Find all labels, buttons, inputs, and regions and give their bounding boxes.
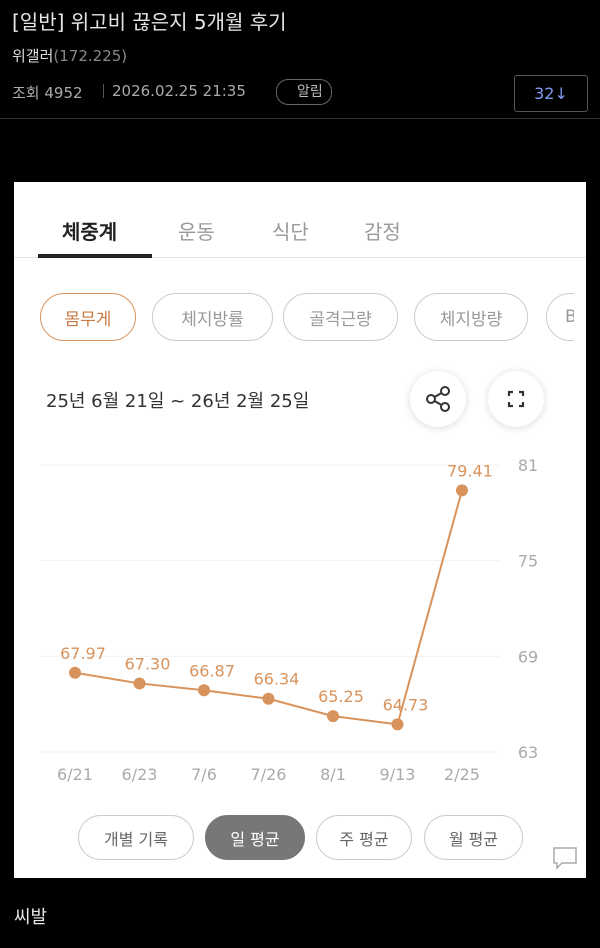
x-tick-label: 9/13: [380, 765, 416, 784]
comment-icon[interactable]: [552, 846, 578, 870]
expand-button[interactable]: [488, 371, 544, 427]
alarm-button[interactable]: 알림: [276, 79, 332, 105]
post-body: 씨발: [14, 907, 48, 928]
y-tick-label: 81: [518, 456, 538, 475]
point: [69, 666, 81, 679]
button[interactable]: 개별 기록: [78, 815, 194, 860]
chip[interactable]: 체지방량: [414, 293, 528, 341]
chip[interactable]: 체지방률: [152, 293, 273, 341]
value-label: 64.73: [383, 695, 429, 714]
author-name: 위갤러: [12, 47, 54, 65]
point: [133, 677, 146, 690]
separator: [103, 84, 104, 98]
point: [391, 718, 404, 731]
x-tick-label: 8/1: [320, 765, 346, 784]
chip[interactable]: 몸무게: [40, 293, 136, 341]
y-tick-label: 69: [518, 647, 538, 666]
tab[interactable]: 운동: [178, 220, 215, 244]
author-ip: (172.225): [53, 47, 128, 65]
tab[interactable]: 감정: [364, 220, 401, 244]
value-label: 65.25: [318, 687, 364, 706]
share-button[interactable]: [410, 371, 466, 427]
x-tick-label: 2/25: [444, 765, 480, 784]
x-tick-label: 7/26: [251, 765, 287, 784]
share-icon: [426, 386, 450, 412]
divider: [0, 118, 600, 119]
tab-underline: [38, 254, 152, 258]
button[interactable]: 주 평균: [316, 815, 412, 860]
y-tick-label: 75: [518, 552, 538, 571]
point: [456, 484, 468, 497]
datetime: 2026.02.25 21:35: [112, 82, 246, 100]
x-tick-label: 7/6: [191, 765, 217, 784]
expand-icon: [507, 390, 525, 408]
tab[interactable]: 체중계: [62, 220, 118, 244]
tab-line: [14, 257, 586, 258]
alarm-label: 알림: [297, 84, 323, 100]
chip[interactable]: 골격근량: [283, 293, 398, 341]
author: 위갤러(172.225): [12, 45, 127, 66]
point: [198, 684, 210, 697]
value-label: 67.30: [125, 654, 171, 673]
value-label: 67.97: [60, 644, 106, 663]
chip-row: 몸무게 체지방률 골격근량 체지방량 B: [40, 0, 574, 948]
value-label: 79.41: [447, 461, 493, 480]
date-range: 25년 6월 21일 ~ 26년 2월 25일: [46, 391, 310, 412]
point: [327, 710, 339, 723]
y-tick-label: 63: [518, 743, 538, 762]
post-title: [일반] 위고비 끊은지 5개월 후기: [12, 10, 287, 34]
line: [74, 490, 463, 726]
button[interactable]: 일 평균: [205, 815, 305, 860]
value-label: 66.87: [189, 661, 235, 680]
views: 조회 4952: [12, 84, 83, 102]
point: [262, 692, 275, 705]
tab[interactable]: 식단: [272, 220, 309, 244]
value-label: 66.34: [254, 670, 300, 689]
button[interactable]: 월 평균: [424, 815, 523, 860]
x-tick-label: 6/21: [57, 765, 93, 784]
comment-button[interactable]: 32↓: [514, 75, 588, 112]
x-tick-label: 6/23: [122, 765, 158, 784]
